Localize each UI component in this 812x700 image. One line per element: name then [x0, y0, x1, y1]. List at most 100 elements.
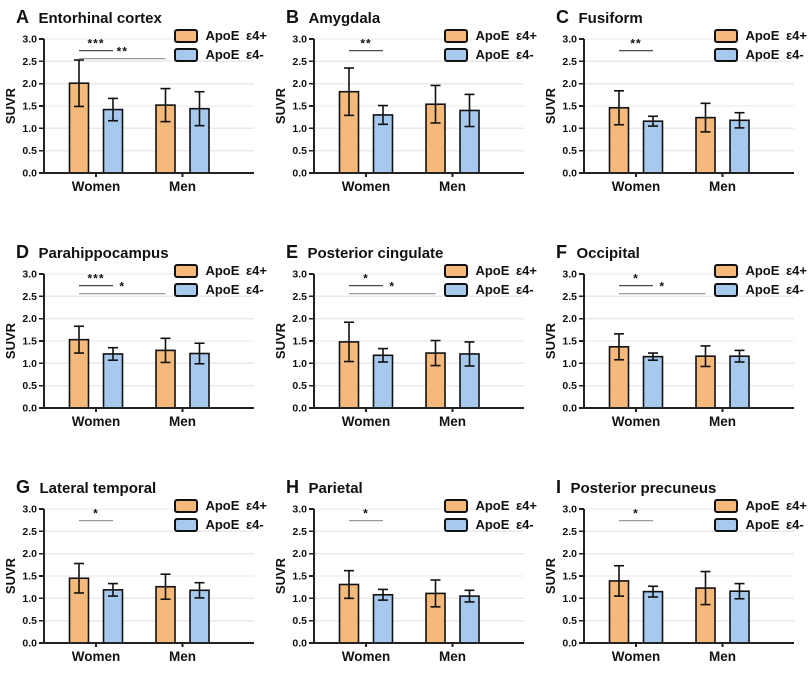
error-bar	[648, 585, 658, 598]
error-bar	[160, 573, 171, 601]
category-label-women: Women	[342, 414, 391, 429]
y-axis-title: SUVR	[3, 87, 18, 124]
y-axis-title: SUVR	[3, 557, 18, 594]
panel-title: Parahippocampus	[38, 245, 169, 262]
significance-stars: ***	[87, 272, 104, 286]
bar-chart: 0.0 0.5 1.0 1.5 2.0 2.5 3.0 Women Men SUVR *	[273, 504, 524, 664]
category-label-men: Men	[439, 649, 466, 664]
legend-label: ApoE ε4-	[745, 517, 804, 532]
panel-letter: G	[16, 477, 31, 497]
panel-header: G Lateral temporal	[4, 474, 272, 497]
legend-swatch-apoe-e4-negative	[714, 282, 739, 297]
y-tick-label: 3.0	[22, 34, 37, 46]
legend-entry-apoe-e4-negative: ApoE ε4-	[444, 517, 537, 532]
error-bar	[108, 582, 118, 597]
panel-title: Entorhinal cortex	[38, 10, 162, 27]
y-tick-label: 2.5	[562, 291, 577, 303]
legend-entry-apoe-e4-negative: ApoE ε4-	[444, 47, 537, 62]
y-tick-label: 3.0	[562, 269, 577, 281]
error-bar	[160, 87, 171, 123]
legend-label: ApoE ε4-	[745, 282, 804, 297]
legend-label: ApoE ε4-	[205, 517, 264, 532]
legend-swatch-apoe-e4-positive	[444, 28, 469, 43]
y-tick-label: 0.5	[292, 380, 307, 392]
legend: ApoE ε4+ ApoE ε4-	[174, 263, 267, 297]
legend-swatch-apoe-e4-positive	[174, 28, 199, 43]
bar-women-apoe-e4-negative	[642, 355, 664, 409]
y-tick-label: 0.0	[562, 168, 577, 180]
y-tick-label: 1.5	[22, 336, 37, 348]
error-bar	[74, 325, 84, 354]
y-tick-label: 0.5	[292, 615, 307, 627]
legend-swatch-apoe-e4-positive	[714, 28, 739, 43]
significance-stars: **	[630, 37, 641, 51]
legend-swatch-apoe-e4-positive	[714, 498, 739, 513]
error-bar	[648, 115, 658, 127]
error-bar	[344, 67, 354, 117]
panel-letter: C	[556, 7, 570, 27]
y-tick-label: 3.0	[22, 269, 37, 281]
legend-swatch-apoe-e4-negative	[444, 517, 469, 532]
legend-entry-apoe-e4-negative: ApoE ε4-	[174, 47, 267, 62]
legend-entry-apoe-e4-negative: ApoE ε4-	[714, 47, 807, 62]
significance-stars: *	[633, 507, 639, 521]
category-label-women: Women	[72, 649, 121, 664]
y-tick-label: 2.0	[22, 313, 37, 325]
panel-title: Lateral temporal	[39, 480, 157, 497]
legend-swatch-apoe-e4-negative	[174, 47, 199, 62]
significance-stars: *	[363, 507, 369, 521]
panel-header: B Amygdala	[274, 4, 542, 27]
significance-stars: **	[360, 37, 371, 51]
legend-entry-apoe-e4-negative: ApoE ε4-	[714, 282, 807, 297]
panel-h: H Parietal 0.0 0.5 1.0 1.5 2.0 2.5 3.0 Women Men SU…	[273, 474, 542, 700]
significance-stars: *	[633, 272, 639, 286]
legend-label: ApoE ε4-	[745, 47, 804, 62]
y-tick-label: 0.0	[22, 168, 37, 180]
y-tick-label: 2.0	[562, 313, 577, 325]
y-tick-label: 0.0	[562, 403, 577, 415]
category-label-men: Men	[439, 179, 466, 194]
y-tick-label: 1.0	[562, 593, 577, 605]
category-label-women: Women	[342, 179, 391, 194]
legend-entry-apoe-e4-positive: ApoE ε4+	[444, 498, 537, 513]
panel-header: D Parahippocampus	[4, 239, 272, 262]
error-bar	[194, 90, 205, 127]
y-tick-label: 2.5	[22, 291, 37, 303]
y-tick-label: 2.0	[292, 78, 307, 90]
panel-letter: I	[556, 477, 562, 497]
legend: ApoE ε4+ ApoE ε4-	[444, 263, 537, 297]
error-bar	[614, 90, 624, 126]
legend-label: ApoE ε4+	[205, 498, 267, 513]
error-bar	[614, 333, 624, 361]
panel-letter: A	[16, 7, 30, 27]
error-bar	[344, 321, 354, 363]
y-tick-label: 1.5	[292, 571, 307, 583]
panel-header: A Entorhinal cortex	[4, 4, 272, 27]
error-bar	[344, 569, 354, 600]
panel-d: D Parahippocampus 0.0 0.5 1.0 1.5 2.0 2.5 3.0 Wom…	[3, 239, 272, 472]
error-bar	[430, 339, 441, 367]
legend: ApoE ε4+ ApoE ε4-	[174, 498, 267, 532]
error-bar	[700, 102, 711, 133]
y-tick-label: 2.5	[22, 526, 37, 538]
y-axis-title: SUVR	[273, 87, 288, 124]
legend-label: ApoE ε4-	[205, 282, 264, 297]
bar-women-apoe-e4-negative	[372, 354, 394, 409]
category-label-women: Women	[342, 649, 391, 664]
y-tick-label: 0.0	[292, 403, 307, 415]
legend-label: ApoE ε4+	[205, 263, 267, 278]
panel-header: E Posterior cingulate	[274, 239, 542, 262]
y-tick-label: 2.5	[292, 526, 307, 538]
category-label-women: Women	[612, 414, 661, 429]
y-axis-title: SUVR	[273, 557, 288, 594]
error-bar	[464, 93, 475, 128]
significance-stars: *	[659, 280, 665, 294]
legend: ApoE ε4+ ApoE ε4-	[714, 28, 807, 62]
legend-swatch-apoe-e4-positive	[444, 263, 469, 278]
legend-label: ApoE ε4+	[745, 498, 807, 513]
y-tick-label: 0.5	[562, 145, 577, 157]
